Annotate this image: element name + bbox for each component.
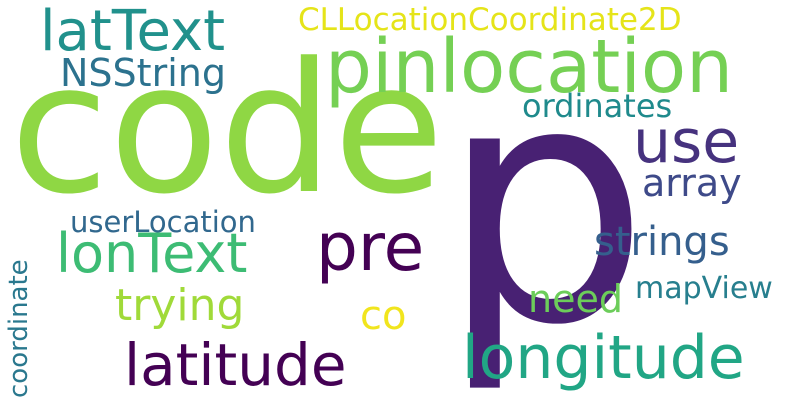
word-lattext: latText <box>40 0 226 64</box>
word-co: co <box>360 293 407 339</box>
word-cllocationcoordinate2d: CLLocationCoordinate2D <box>298 2 682 38</box>
word-need: need <box>528 277 623 321</box>
word-p: p <box>440 13 650 397</box>
word-array: array <box>642 161 742 205</box>
word-lontext: lonText <box>56 222 248 285</box>
word-trying: trying <box>115 280 245 331</box>
word-pre: pre <box>316 209 425 286</box>
word-coordinate: coordinate <box>4 259 34 398</box>
word-userlocation: userLocation <box>70 205 256 239</box>
word-latitude: latitude <box>124 331 347 399</box>
word-nsstring: NSString <box>60 51 226 95</box>
word-strings: strings <box>594 219 730 265</box>
word-mapview: mapView <box>635 271 773 306</box>
word-use: use <box>633 107 740 177</box>
word-longitude: longitude <box>462 323 745 393</box>
word-pinlocation: pinlocation <box>325 24 734 110</box>
word-code: code <box>10 25 445 234</box>
word-ordinates: ordinates <box>522 87 673 125</box>
